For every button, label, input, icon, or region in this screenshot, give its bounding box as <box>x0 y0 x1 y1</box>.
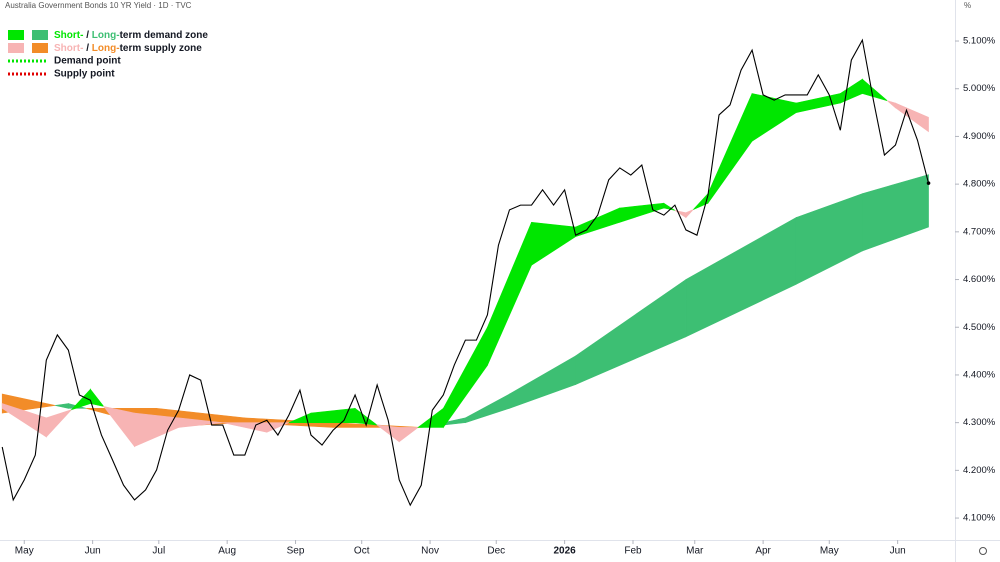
y-tick-label: 4.500% <box>963 322 996 333</box>
legend-swatch <box>8 30 24 40</box>
zone-segment <box>895 102 929 133</box>
zone-segment <box>46 409 73 438</box>
legend-swatch <box>32 30 48 40</box>
zone-segment <box>862 174 929 252</box>
legend-label-part: term supply zone <box>120 43 203 54</box>
last-point <box>926 181 931 185</box>
x-tick-label: Jun <box>890 546 906 557</box>
y-tick-label: 5.000% <box>963 83 996 94</box>
x-tick-label: May <box>820 546 839 557</box>
legend-label: Short- / Long-term supply zone <box>54 43 202 54</box>
x-tick-label: Nov <box>421 546 439 557</box>
x-tick-label: Dec <box>487 546 505 557</box>
legend-label-part: Long- <box>92 43 120 54</box>
unit-label: % <box>964 1 971 10</box>
y-tick-label: 4.700% <box>963 226 996 237</box>
legend-label-part: Short- <box>54 43 83 54</box>
legend-swatch <box>8 43 24 53</box>
zone-segment <box>685 209 694 219</box>
x-tick-label: Mar <box>686 546 704 557</box>
legend-label-part: Short- <box>54 30 83 41</box>
x-tick-label: May <box>15 546 34 557</box>
y-tick-label: 4.800% <box>963 179 996 190</box>
x-tick-label: Sep <box>287 546 305 557</box>
x-tick-label: 2026 <box>553 546 576 557</box>
y-tick-label: 4.400% <box>963 369 996 380</box>
x-tick-label: Jul <box>152 546 165 557</box>
y-tick-label: 4.900% <box>963 131 996 142</box>
zone-segment <box>178 417 223 428</box>
settings-icon[interactable] <box>979 547 987 555</box>
y-tick-label: 5.100% <box>963 36 996 47</box>
y-tick-label: 4.200% <box>963 465 996 476</box>
legend-label: Supply point <box>54 69 115 80</box>
legend-label-part: / <box>83 43 91 54</box>
y-tick-label: 4.300% <box>963 417 996 428</box>
legend-label-part: term demand zone <box>120 30 209 41</box>
zone-segment <box>398 427 420 443</box>
x-tick-label: Aug <box>218 546 236 557</box>
legend-label: Short- / Long-term demand zone <box>54 30 208 41</box>
x-tick-label: Jun <box>85 546 101 557</box>
x-tick-label: Oct <box>354 546 370 557</box>
zone-segment <box>862 78 888 101</box>
chart-title: Australia Government Bonds 10 YR Yield ·… <box>5 1 192 10</box>
zone-segment <box>90 388 105 407</box>
price-line <box>1 38 930 507</box>
x-tick-label: Apr <box>755 546 771 557</box>
legend-label: Demand point <box>54 56 121 67</box>
legend-label-part: Long- <box>92 30 120 41</box>
y-tick-label: 4.600% <box>963 274 996 285</box>
legend-swatch <box>32 43 48 53</box>
x-tick-label: Feb <box>624 546 642 557</box>
y-tick-label: 4.100% <box>963 513 996 524</box>
zone-segment <box>663 202 676 211</box>
legend-label-part: / <box>83 30 91 41</box>
